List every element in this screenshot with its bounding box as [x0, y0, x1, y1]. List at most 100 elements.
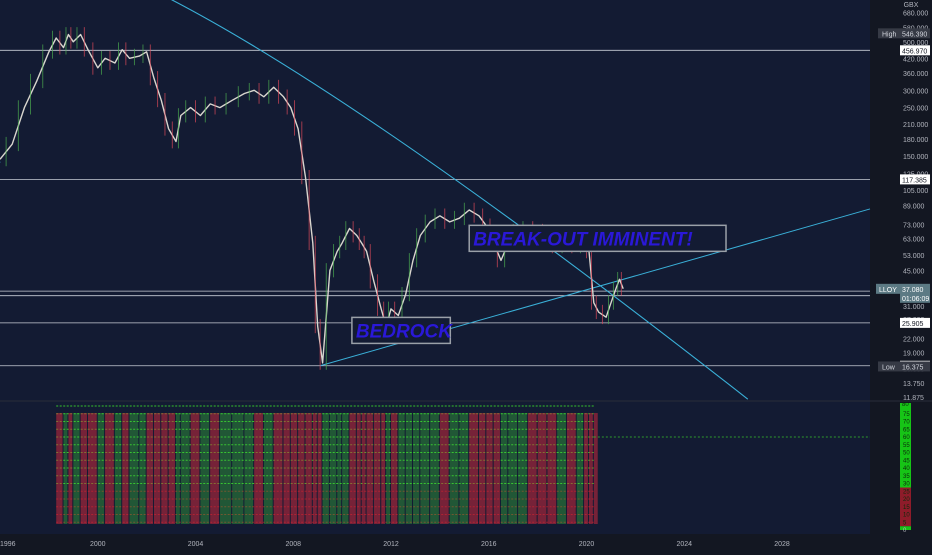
price-tick-label: 11.875 — [903, 395, 924, 402]
annotation-text: BREAK-OUT IMMINENT! — [473, 229, 693, 250]
level-price-label: 25.905 — [902, 321, 924, 328]
price-tick-label: 210.000 — [903, 122, 928, 129]
time-tick-label: 1996 — [0, 541, 16, 548]
price-tick-label: 680.000 — [903, 11, 928, 18]
indicator-stripe — [576, 413, 584, 524]
time-axis: 1996 2000 2004 2008 2012 2016 2020 2024 2028 — [0, 541, 790, 548]
price-tick-label: 22.000 — [903, 336, 925, 343]
indicator-stripe — [273, 413, 283, 524]
indicator-stripe — [56, 413, 63, 524]
indicator-stripe — [80, 413, 87, 524]
time-axis-panel[interactable] — [0, 534, 932, 550]
price-tick-label: 13.750 — [903, 381, 925, 388]
indicator-tick-label: 50 — [903, 451, 910, 457]
indicator-stripe — [588, 413, 593, 524]
hilo-value-tag — [900, 28, 930, 39]
indicator-stripe — [508, 413, 518, 524]
indicator-stripe — [386, 413, 391, 524]
indicator-stripe — [263, 413, 273, 524]
price-axis: 680.000580.000500.000420.000360.000300.0… — [876, 11, 930, 402]
level-price-tag — [900, 45, 930, 56]
indicator-stripe — [219, 413, 232, 524]
indicator-stripe — [244, 413, 254, 524]
indicator-tick-label: 45 — [903, 458, 910, 464]
indicator-tick-label: 5 — [903, 520, 907, 526]
indicator-stripe — [566, 413, 576, 524]
last-price-tag — [900, 283, 930, 303]
indicator-top-label: 80 — [902, 402, 909, 408]
indicator-stripe — [153, 413, 161, 524]
indicator-stripe — [342, 413, 349, 524]
indicator-red-zone — [900, 487, 911, 527]
indicator-tick-label: 65 — [903, 427, 910, 433]
time-tick-label: 2024 — [676, 541, 692, 548]
time-tick-label: 2028 — [774, 541, 790, 548]
indicator-stripe — [469, 413, 478, 524]
indicator-stripe — [391, 413, 398, 524]
indicator-stripe — [105, 413, 114, 524]
time-tick-label: 2000 — [90, 541, 106, 548]
indicator-stripe — [430, 413, 439, 524]
indicator-stripe — [527, 413, 537, 524]
arc-curve — [0, 0, 749, 400]
indicator-tick-label: 60 — [903, 435, 910, 441]
price-tick-label: 180.000 — [903, 137, 928, 144]
time-tick-label: 2012 — [383, 541, 399, 548]
indicator-stripe — [449, 413, 459, 524]
indicator-green-zone — [900, 403, 911, 488]
price-tick-label: 63.000 — [903, 236, 925, 243]
indicator-stripe — [180, 413, 190, 524]
time-tick-label: 2020 — [579, 541, 595, 548]
countdown-label: 01:06:09 — [902, 296, 929, 303]
indicator-stripe — [329, 413, 337, 524]
indicator-stripe — [73, 413, 80, 524]
indicator-stripe — [584, 413, 588, 524]
indicator-stripe — [317, 413, 322, 524]
indicator-stripe — [439, 413, 449, 524]
indicator-stripe — [366, 413, 373, 524]
indicator-tick-label: 35 — [903, 474, 910, 480]
indicator-stripe — [175, 413, 180, 524]
level-price-label: 456.970 — [902, 48, 927, 55]
indicator-stripe — [337, 413, 342, 524]
indicator-stripe — [322, 413, 329, 524]
time-tick-label: 2004 — [188, 541, 204, 548]
indicator-tick-label: 75 — [903, 412, 910, 418]
indicator-stripe — [500, 413, 508, 524]
indicator-stripe — [129, 413, 139, 524]
indicator-tick-label: 40 — [903, 466, 910, 472]
indicator-stripe — [413, 413, 420, 524]
hilo-value-tag — [900, 361, 930, 372]
indicator-stripe — [63, 413, 68, 524]
indicator-pane — [56, 405, 870, 524]
annotation-box — [468, 224, 727, 253]
price-tick-label: 89.000 — [903, 204, 925, 211]
price-tick-label: 150.000 — [903, 154, 928, 161]
indicator-stripe — [122, 413, 129, 524]
indicator-stripe — [349, 413, 356, 524]
indicator-tick-label: 15 — [903, 505, 910, 511]
indicator-stripe — [97, 413, 105, 524]
indicator-stripe — [283, 413, 290, 524]
indicator-stripe — [518, 413, 527, 524]
indicator-stripe — [361, 413, 366, 524]
last-price-label: 37.080 — [902, 287, 924, 294]
indicator-stripe — [139, 413, 146, 524]
indicator-stripe — [537, 413, 547, 524]
indicator-stripe — [305, 413, 312, 524]
price-tick-label: 300.000 — [903, 88, 928, 95]
indicator-stripe — [547, 413, 557, 524]
time-tick-label: 2016 — [481, 541, 497, 548]
indicator-stripe — [459, 413, 469, 524]
price-tick-label: 53.000 — [903, 253, 925, 260]
indicator-stripe — [68, 413, 73, 524]
indicator-stripe — [557, 413, 566, 524]
price-tick-label: 250.000 — [903, 106, 928, 113]
price-tick-label: 45.000 — [903, 268, 925, 275]
last-symbol-label: LLOY — [879, 287, 897, 294]
indicator-stripe — [405, 413, 413, 524]
indicator-stripe — [168, 413, 175, 524]
